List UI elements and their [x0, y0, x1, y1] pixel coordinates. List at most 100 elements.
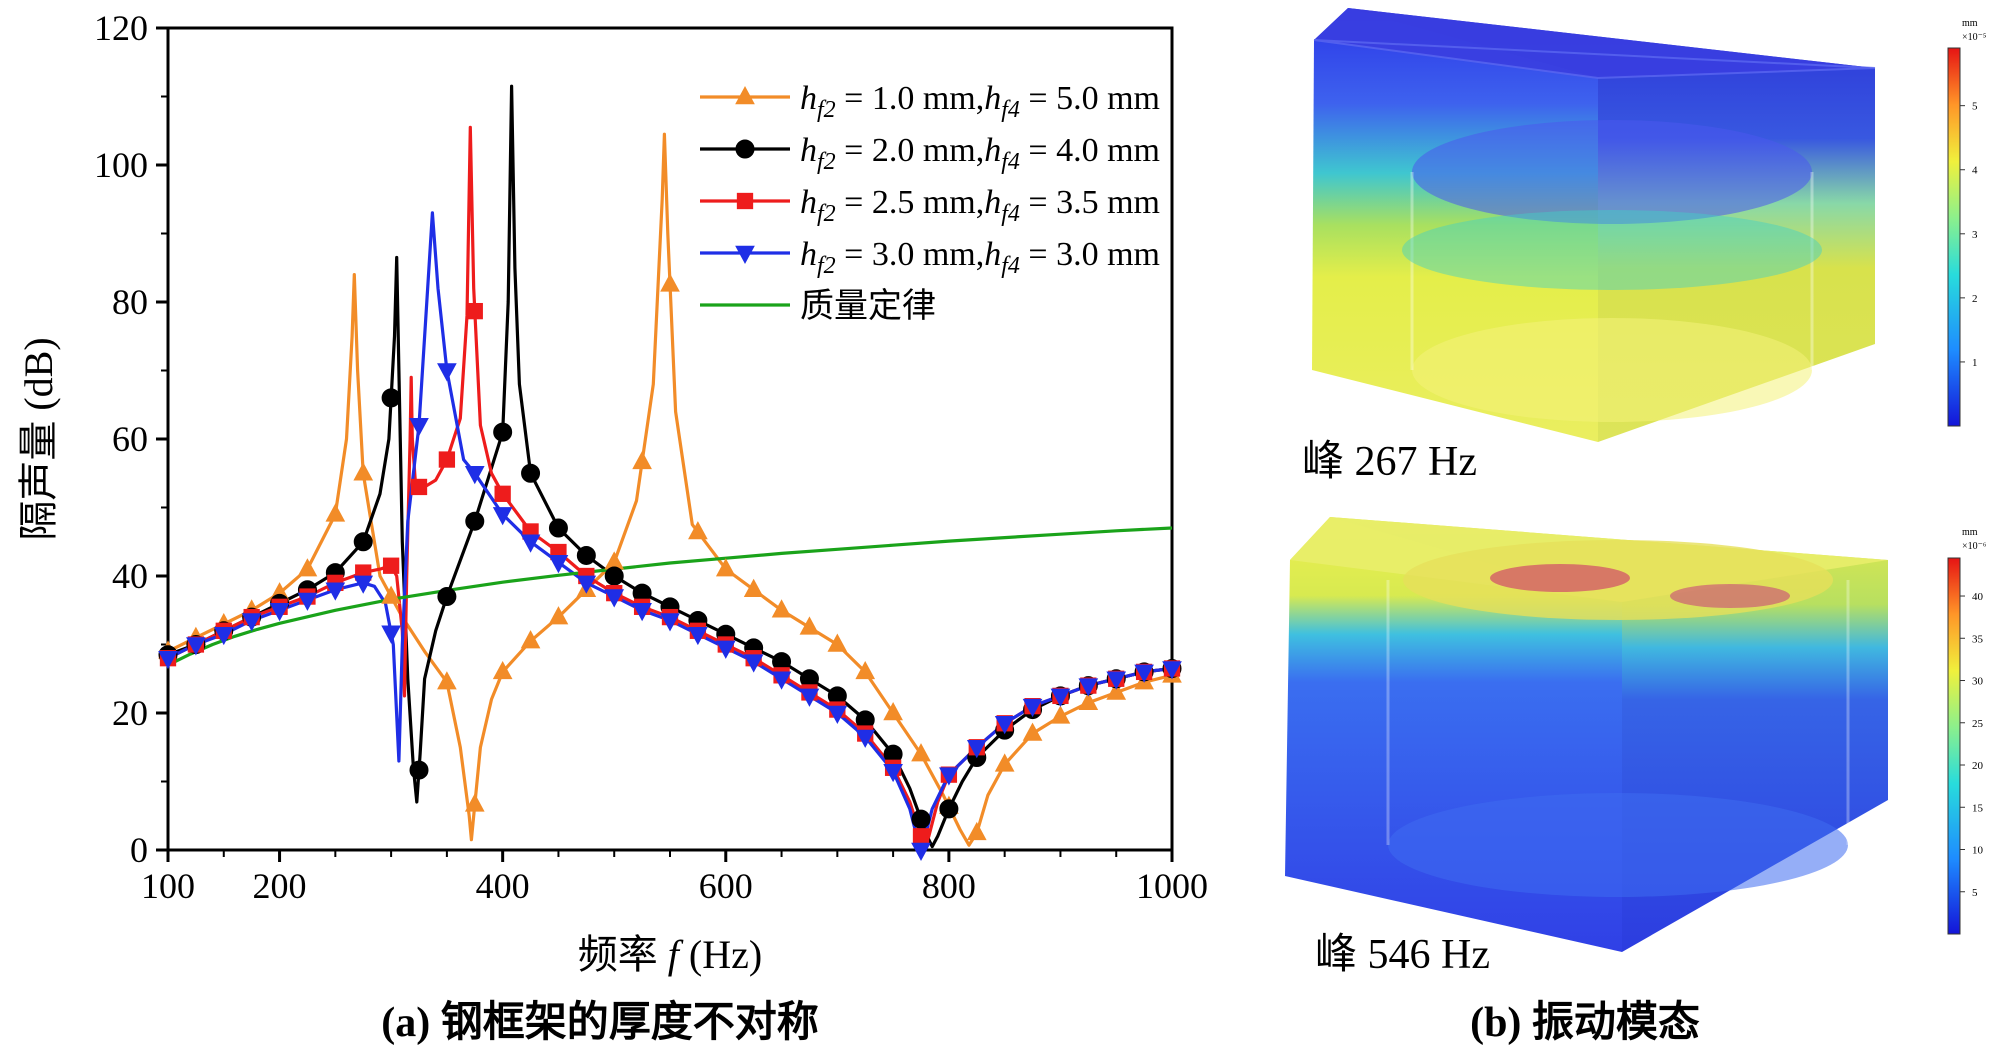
triangle-down-marker — [1162, 661, 1182, 680]
colorbar-tick-label: 40 — [1972, 591, 1984, 603]
triangle-down-marker — [994, 716, 1015, 735]
triangle-down-marker — [269, 603, 290, 622]
triangle-up-marker — [911, 743, 931, 762]
colorbar-tick-label: 30 — [1972, 676, 1984, 688]
colorbar-1-gradient — [1947, 47, 1961, 427]
legend: hf2 = 1.0 mm,hf4 = 5.0 mm hf2 = 2.0 mm,hf… — [700, 80, 1160, 325]
circle-marker — [911, 809, 931, 829]
x-axis-ticks: 100 200 400 600 800 1000 — [141, 850, 1208, 906]
triangle-down-marker — [437, 363, 457, 382]
triangle-up-marker — [994, 753, 1015, 772]
triangle-up-marker — [548, 606, 569, 625]
vibration-modes-panel: 峰 267 Hz mm ×10⁻⁵ 1 2 3 4 5 峰 546 Hz — [1285, 8, 1987, 1046]
square-marker — [466, 302, 483, 320]
colorbar-tick-label: 10 — [1972, 845, 1984, 857]
y-tick-label: 100 — [94, 145, 148, 185]
triangle-down-marker — [799, 688, 820, 707]
mode-267-label: 峰 267 Hz — [1302, 439, 1477, 485]
y-axis-ticks: 0 20 40 60 80 100 120 — [94, 8, 168, 870]
colorbar-tick-label: 15 — [1972, 802, 1984, 814]
circle-marker — [576, 545, 596, 565]
circle-marker — [604, 566, 624, 586]
triangle-up-marker — [799, 616, 820, 635]
series-markers — [158, 273, 1182, 861]
triangle-up-marker — [520, 630, 541, 649]
colorbar-2-exponent: ×10⁻⁶ — [1962, 541, 1987, 552]
triangle-up-marker — [1078, 691, 1099, 710]
x-tick-label: 1000 — [1136, 866, 1208, 906]
circle-marker — [521, 463, 541, 483]
triangle-up-marker — [325, 503, 346, 522]
mode-546-render — [1285, 517, 1888, 952]
y-tick-label: 60 — [112, 419, 148, 459]
square-marker — [382, 557, 400, 574]
triangle-up-marker — [771, 599, 792, 618]
mode-267-cylinder-bulge — [1402, 210, 1822, 290]
colorbar-tick-label: 20 — [1972, 760, 1984, 772]
legend-label-0: hf2 = 1.0 mm,hf4 = 5.0 mm — [800, 80, 1160, 123]
series-line-0 — [167, 132, 1173, 847]
colorbar-tick-label: 3 — [1972, 229, 1978, 241]
y-axis-label: 隔声量 (dB) — [16, 337, 61, 540]
triangle-up-marker — [297, 558, 318, 577]
mode-546-label: 峰 546 Hz — [1315, 932, 1490, 978]
colorbar-tick-label: 4 — [1972, 165, 1978, 177]
triangle-up-marker — [381, 585, 401, 604]
triangle-up-marker — [437, 671, 457, 690]
mode-546-cylinder-bottom — [1388, 793, 1848, 897]
colorbar-tick-label: 5 — [1972, 101, 1978, 113]
triangle-down-marker — [1078, 678, 1099, 697]
legend-label-2: hf2 = 2.5 mm,hf4 = 3.5 mm — [800, 184, 1160, 227]
legend-label-3: hf2 = 3.0 mm,hf4 = 3.0 mm — [800, 236, 1160, 279]
triangle-down-marker — [827, 705, 848, 724]
mode-546-colorbar: mm ×10⁻⁶ 5 10 15 20 25 30 35 40 — [1947, 527, 1987, 935]
square-marker — [736, 192, 754, 210]
triangle-up-marker — [1050, 705, 1071, 724]
colorbar-tick-label: 35 — [1972, 633, 1984, 645]
colorbar-1-exponent: ×10⁻⁵ — [1962, 32, 1986, 43]
triangle-down-marker — [1022, 698, 1043, 718]
triangle-down-marker — [520, 534, 541, 553]
panel-b-caption: (b) 振动模态 — [1470, 999, 1700, 1046]
y-tick-label: 40 — [112, 556, 148, 596]
circle-marker — [437, 587, 457, 607]
triangle-up-marker — [632, 450, 652, 470]
triangle-down-marker — [576, 575, 597, 594]
colorbar-2-unit: mm — [1962, 527, 1978, 538]
circle-marker — [465, 511, 485, 531]
triangle-up-marker — [1022, 722, 1043, 741]
triangle-down-marker — [186, 637, 206, 656]
legend-label-1: hf2 = 2.0 mm,hf4 = 4.0 mm — [800, 132, 1160, 175]
triangle-up-marker — [353, 462, 374, 481]
circle-marker — [493, 422, 513, 442]
y-tick-label: 80 — [112, 282, 148, 322]
triangle-down-marker — [353, 575, 374, 594]
x-tick-label: 200 — [253, 866, 307, 906]
triangle-down-marker — [855, 729, 876, 748]
circle-marker — [381, 388, 401, 408]
triangle-down-marker — [325, 582, 346, 601]
legend-label-4: 质量定律 — [800, 287, 936, 325]
x-tick-label: 600 — [699, 866, 753, 906]
colorbar-2-ticks: 5 10 15 20 25 30 35 40 — [1960, 591, 1984, 899]
triangle-down-marker — [213, 626, 234, 646]
triangle-up-marker — [966, 821, 987, 841]
triangle-down-marker — [966, 740, 987, 759]
triangle-down-marker — [632, 603, 652, 622]
circle-marker — [353, 532, 373, 552]
triangle-down-marker — [409, 418, 429, 437]
x-tick-label: 800 — [922, 866, 976, 906]
y-tick-label: 120 — [94, 8, 148, 48]
y-tick-label: 20 — [112, 693, 148, 733]
triangle-up-marker — [855, 660, 876, 680]
mode-267-render — [1312, 8, 1876, 442]
triangle-up-marker — [735, 86, 755, 105]
triangle-up-marker — [715, 558, 736, 577]
colorbar-tick-label: 2 — [1972, 293, 1978, 305]
triangle-down-marker — [548, 555, 569, 574]
triangle-up-marker — [1106, 681, 1127, 700]
sound-insulation-chart: 100 200 400 600 800 1000 0 20 40 60 80 100 120 hf2 … — [16, 8, 1208, 1046]
triangle-up-marker — [464, 793, 485, 812]
